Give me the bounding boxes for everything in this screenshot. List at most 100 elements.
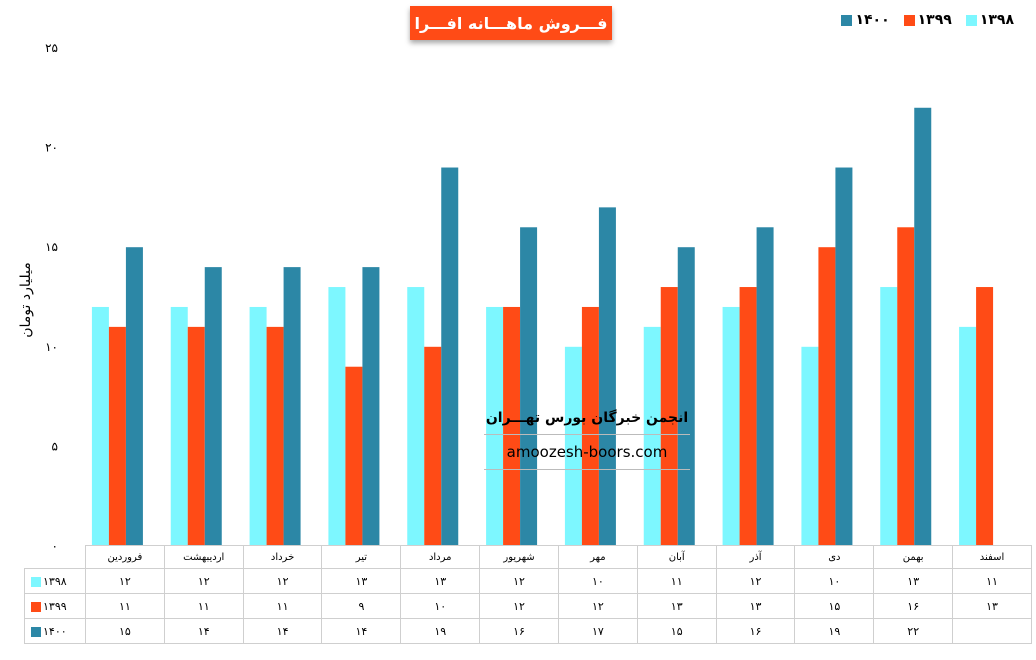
- bar-۱۴۰۰-9: [835, 167, 853, 546]
- y-tick-label: ۱۵: [45, 240, 58, 254]
- bar-۱۳۹۹-3: [345, 366, 363, 546]
- legend-swatch: [31, 601, 41, 612]
- table-cell: ۱۳: [636, 593, 717, 619]
- table-cell: ۱۳: [400, 568, 481, 594]
- bar-۱۳۹۹-2: [266, 326, 284, 546]
- bar-۱۳۹۹-7: [660, 287, 678, 546]
- bar-۱۳۹۸-0: [91, 306, 109, 546]
- table-cell: ۱۹: [794, 618, 875, 644]
- category-label: بهمن: [873, 545, 954, 569]
- category-label: مرداد: [400, 545, 481, 569]
- category-label: آبان: [636, 545, 717, 569]
- table-cell: ۱۵: [794, 593, 875, 619]
- table-cell: ۱۶: [479, 618, 559, 644]
- series-row-label: ۱۳۹۹: [24, 593, 86, 619]
- category-label: تیر: [321, 545, 402, 569]
- bar-۱۳۹۹-8: [739, 287, 757, 546]
- table-cell: ۱۰: [400, 593, 481, 619]
- bar-۱۳۹۹-10: [897, 227, 915, 546]
- table-cell: ۱۲: [715, 568, 796, 594]
- table-cell: ۱۱: [952, 568, 1032, 594]
- table-cell: ۱۲: [557, 593, 638, 619]
- category-label: مهر: [557, 545, 638, 569]
- table-cell: ۱۲: [85, 568, 165, 594]
- table-cell: ۱۲: [163, 568, 244, 594]
- watermark-url: amoozesh-boors.com: [484, 435, 690, 470]
- legend-item: ۱۳۹۹: [903, 12, 952, 28]
- table-cell: ۹: [321, 593, 402, 619]
- bar-۱۳۹۹-4: [424, 346, 442, 546]
- table-corner: [24, 545, 86, 569]
- bar-۱۳۹۹-11: [976, 287, 994, 546]
- table-cell: ۱۵: [85, 618, 165, 644]
- bar-۱۳۹۹-5: [503, 306, 521, 546]
- legend-swatch: [965, 14, 977, 26]
- bar-۱۳۹۸-1: [170, 306, 188, 546]
- bar-۱۳۹۸-2: [249, 306, 267, 546]
- table-cell: ۱۵: [636, 618, 717, 644]
- category-label: آذر: [715, 545, 796, 569]
- table-cell: ۱۳: [873, 568, 954, 594]
- legend-item: ۱۳۹۸: [965, 12, 1014, 28]
- bar-۱۳۹۸-5: [486, 306, 504, 546]
- legend-swatch: [841, 14, 853, 26]
- category-label: خرداد: [242, 545, 323, 569]
- bar-۱۳۹۸-11: [959, 326, 977, 546]
- table-row: ۱۳۹۹ ۱۱ ۱۱ ۱۱ ۹ ۱۰ ۱۲ ۱۲ ۱۳ ۱۳ ۱۵ ۱۶ ۱۳: [24, 593, 1032, 619]
- watermark-name: انجمن خبرگان بورس تهـــران: [484, 410, 690, 435]
- y-tick-label: ۵: [52, 439, 58, 453]
- bar-۱۴۰۰-4: [441, 167, 459, 546]
- bar-۱۴۰۰-3: [362, 267, 380, 546]
- legend-label: ۱۴۰۰: [855, 12, 890, 28]
- table-cell: ۱۶: [873, 593, 954, 619]
- bar-۱۴۰۰-0: [125, 247, 143, 546]
- category-label: اردیبهشت: [163, 545, 244, 569]
- bar-۱۳۹۸-4: [407, 287, 425, 546]
- table-cell: ۱۱: [636, 568, 717, 594]
- table-cell: ۱۲: [242, 568, 323, 594]
- table-cell: ۱۶: [715, 618, 796, 644]
- table-cell: ۱۳: [715, 593, 796, 619]
- bar-۱۳۹۸-3: [328, 287, 346, 546]
- bar-۱۴۰۰-2: [283, 267, 301, 546]
- table-cell: [952, 618, 1032, 644]
- table-cell: ۱۴: [242, 618, 323, 644]
- bar-۱۴۰۰-10: [914, 107, 932, 546]
- legend-item: ۱۴۰۰: [841, 12, 890, 28]
- category-label: فروردین: [85, 545, 165, 569]
- table-cell: ۱۳: [321, 568, 402, 594]
- table-cell: ۱۹: [400, 618, 481, 644]
- y-tick-label: ۲۰: [45, 141, 58, 155]
- bar-۱۳۹۸-8: [722, 306, 740, 546]
- table-cell: ۱۱: [163, 593, 244, 619]
- bar-۱۳۹۹-6: [581, 306, 599, 546]
- watermark: انجمن خبرگان بورس تهـــران amoozesh-boor…: [484, 410, 690, 470]
- bar-۱۳۹۹-0: [108, 326, 126, 546]
- bar-۱۳۹۸-9: [801, 346, 819, 546]
- bar-۱۴۰۰-5: [520, 227, 538, 546]
- table-cell: ۱۴: [321, 618, 402, 644]
- y-axis-label: میلیارد تومان: [18, 262, 34, 338]
- bar-۱۴۰۰-1: [204, 267, 222, 546]
- bar-۱۳۹۸-6: [564, 346, 582, 546]
- bar-۱۳۹۹-9: [818, 247, 836, 546]
- table-cell: ۱۴: [163, 618, 244, 644]
- chart-title: فـــروش ماهـــانه افـــرا: [410, 6, 612, 40]
- bar-۱۴۰۰-7: [677, 247, 695, 546]
- category-label: اسفند: [952, 545, 1032, 569]
- table-cell: ۱۷: [557, 618, 638, 644]
- legend-label: ۱۳۹۹: [917, 12, 952, 28]
- table-cell: ۱۲: [479, 593, 559, 619]
- y-tick-label: ۱۰: [45, 340, 58, 354]
- y-tick-label: ۲۵: [45, 41, 58, 55]
- bar-۱۴۰۰-6: [598, 207, 616, 547]
- series-row-label: ۱۴۰۰: [24, 618, 86, 644]
- table-cell: ۱۰: [794, 568, 875, 594]
- table-cell: ۱۱: [85, 593, 165, 619]
- table-cell: ۲۲: [873, 618, 954, 644]
- table-row: ۱۴۰۰ ۱۵ ۱۴ ۱۴ ۱۴ ۱۹ ۱۶ ۱۷ ۱۵ ۱۶ ۱۹ ۲۲: [24, 618, 1032, 644]
- table-cell: ۱۳: [952, 593, 1032, 619]
- chart-legend: ۱۴۰۰ ۱۳۹۹ ۱۳۹۸: [841, 12, 1014, 28]
- legend-swatch: [903, 14, 915, 26]
